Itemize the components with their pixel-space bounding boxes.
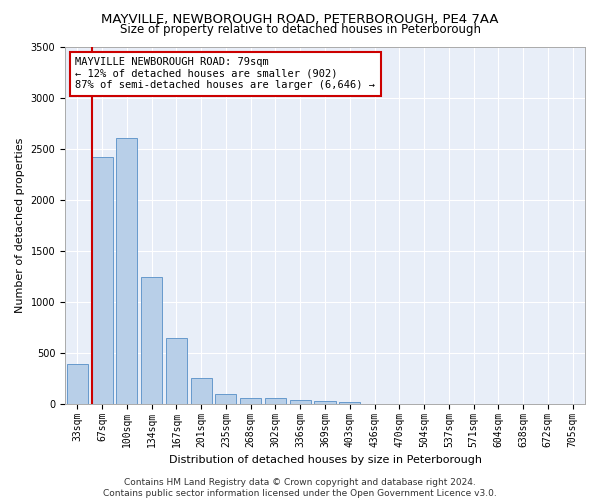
Bar <box>92 156 113 404</box>
Text: MAYVILLE NEWBOROUGH ROAD: 79sqm
← 12% of detached houses are smaller (902)
87% o: MAYVILLE NEWBOROUGH ROAD: 79sqm ← 12% of… <box>76 57 376 90</box>
Text: Contains HM Land Registry data © Crown copyright and database right 2024.
Contai: Contains HM Land Registry data © Crown c… <box>103 478 497 498</box>
Bar <box>191 378 212 404</box>
X-axis label: Distribution of detached houses by size in Peterborough: Distribution of detached houses by size … <box>169 455 482 465</box>
Text: MAYVILLE, NEWBOROUGH ROAD, PETERBOROUGH, PE4 7AA: MAYVILLE, NEWBOROUGH ROAD, PETERBOROUGH,… <box>101 12 499 26</box>
Bar <box>339 402 360 404</box>
Bar <box>290 400 311 404</box>
Bar <box>141 277 162 404</box>
Bar <box>67 364 88 404</box>
Bar <box>314 400 335 404</box>
Bar <box>240 398 261 404</box>
Bar <box>166 338 187 404</box>
Bar <box>215 394 236 404</box>
Bar <box>265 398 286 404</box>
Bar <box>116 138 137 404</box>
Text: Size of property relative to detached houses in Peterborough: Size of property relative to detached ho… <box>119 22 481 36</box>
Y-axis label: Number of detached properties: Number of detached properties <box>15 138 25 313</box>
